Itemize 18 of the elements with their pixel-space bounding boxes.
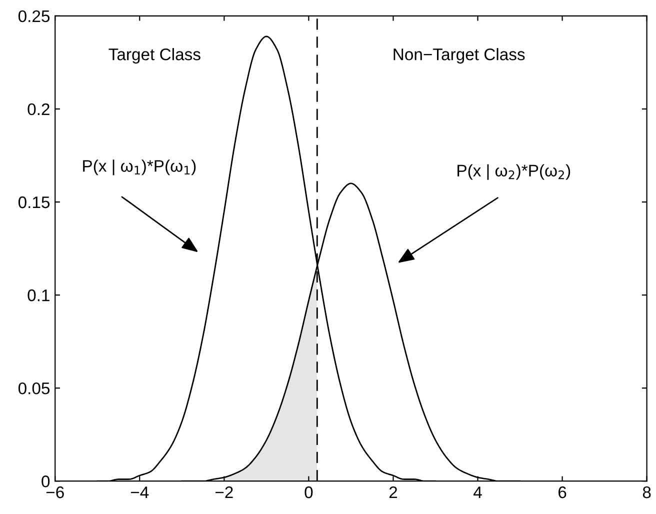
- x-tick-label: 4: [474, 486, 482, 498]
- x-tick-label: −6: [46, 486, 64, 498]
- x-tick-label: 6: [558, 486, 566, 498]
- x-tick-label: 8: [642, 486, 651, 498]
- annotation: Non−Target Class: [394, 48, 525, 64]
- x-tick-label: −4: [130, 486, 149, 498]
- y-tick-label: 0.25: [18, 10, 50, 22]
- annotation: P(x | ω$_{1}$)*P(ω$_{1}$): [83, 160, 196, 176]
- y-tick-label: 0.05: [18, 382, 50, 394]
- y-tick-label: 0.15: [18, 196, 50, 208]
- y-tick-label: 0: [42, 476, 50, 488]
- x-tick-label: 2: [389, 486, 398, 498]
- x-tick-label: 0: [304, 486, 313, 498]
- annotation: Target Class: [108, 48, 200, 64]
- x-tick-label: −2: [215, 486, 233, 498]
- y-tick-label: 0.1: [28, 289, 50, 302]
- annotation: P(x | ω$_{2}$)*P(ω$_{2}$): [458, 164, 570, 180]
- y-tick-label: 0.2: [28, 103, 50, 116]
